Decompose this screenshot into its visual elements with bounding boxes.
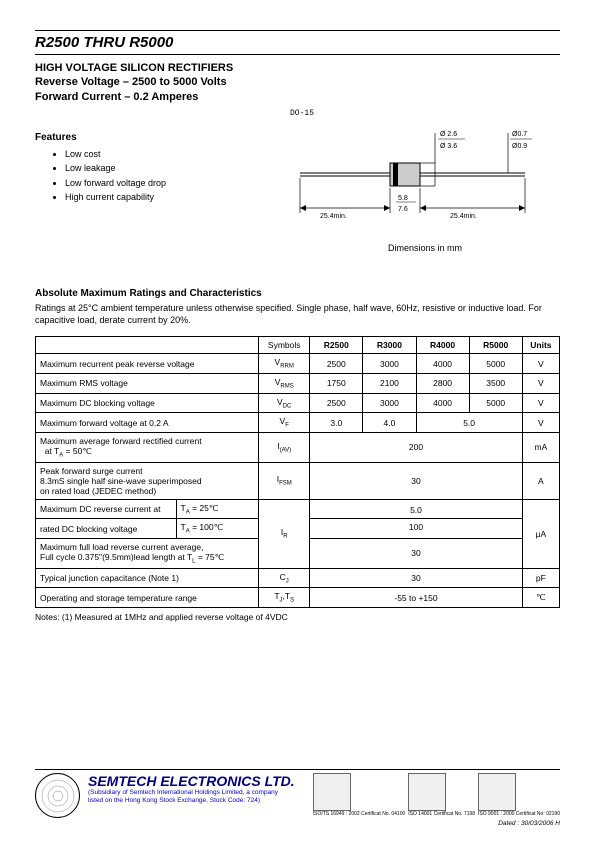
- svg-text:Ø0.7: Ø0.7: [512, 131, 527, 138]
- ratings-heading: Absolute Maximum Ratings and Characteris…: [35, 288, 560, 299]
- feature-item: Low forward voltage drop: [65, 176, 290, 190]
- subtitle-2: Reverse Voltage – 2500 to 5000 Volts: [35, 75, 560, 89]
- table-row: Peak forward surge current8.3mS single h…: [36, 462, 560, 499]
- feature-item: Low cost: [65, 147, 290, 161]
- table-row: Maximum recurrent peak reverse voltage V…: [36, 354, 560, 374]
- subtitle-block: HIGH VOLTAGE SILICON RECTIFIERS Reverse …: [35, 61, 560, 104]
- dated: Dated : 30/03/2006 H: [35, 820, 560, 827]
- svg-text:Ø0.9: Ø0.9: [512, 143, 527, 150]
- svg-text:Ø 2.6: Ø 2.6: [440, 131, 457, 138]
- table-row: Operating and storage temperature range …: [36, 588, 560, 608]
- notes: Notes: (1) Measured at 1MHz and applied …: [35, 612, 560, 622]
- package-label: DO-15: [290, 109, 560, 118]
- subtitle-1: HIGH VOLTAGE SILICON RECTIFIERS: [35, 61, 560, 75]
- company-name: SEMTECH ELECTRONICS LTD.: [88, 773, 295, 789]
- dimensions-caption: Dimensions in mm: [290, 243, 560, 253]
- svg-text:Ø 3.6: Ø 3.6: [440, 143, 457, 150]
- col-r3000: R3000: [363, 337, 416, 354]
- table-row: Maximum DC blocking voltage VDC 2500 300…: [36, 393, 560, 413]
- svg-text:5.8: 5.8: [398, 195, 408, 202]
- svg-text:7.6: 7.6: [398, 206, 408, 213]
- page-title: R2500 THRU R5000: [35, 34, 560, 51]
- cert-icon: [313, 773, 351, 811]
- table-row: Maximum DC reverse current at TA = 25℃ r…: [36, 499, 560, 538]
- cert-icon: [408, 773, 446, 811]
- table-row: Maximum forward voltage at 0.2 A VF 3.0 …: [36, 413, 560, 433]
- table-row: Maximum average forward rectified curren…: [36, 432, 560, 462]
- col-r5000: R5000: [469, 337, 522, 354]
- ratings-table: Symbols R2500 R3000 R4000 R5000 Units Ma…: [35, 336, 560, 608]
- cert-logos: ISO/TS 16949 : 2002 Certificat No. 04100…: [313, 773, 560, 818]
- company-logo: [35, 773, 80, 818]
- table-row: Typical junction capacitance (Note 1) CJ…: [36, 568, 560, 588]
- table-row: Maximum RMS voltage VRMS 1750 2100 2800 …: [36, 373, 560, 393]
- cert-icon: [478, 773, 516, 811]
- company-sub1: (Subsidiary of Semtech International Hol…: [88, 789, 295, 797]
- col-units: Units: [522, 337, 559, 354]
- svg-text:25.4min.: 25.4min.: [320, 213, 347, 220]
- company-sub2: listed on the Hong Kong Stock Exchange, …: [88, 797, 295, 805]
- col-symbols: Symbols: [259, 337, 310, 354]
- features-heading: Features: [35, 132, 290, 143]
- footer: SEMTECH ELECTRONICS LTD. (Subsidiary of …: [35, 769, 560, 827]
- col-r2500: R2500: [310, 337, 363, 354]
- feature-item: Low leakage: [65, 161, 290, 175]
- ratings-intro: Ratings at 25°C ambient temperature unle…: [35, 302, 560, 326]
- feature-item: High current capability: [65, 190, 290, 204]
- svg-text:25.4min.: 25.4min.: [450, 213, 477, 220]
- package-diagram: Ø 2.6 Ø 3.6 Ø0.7 Ø0.9 25.4min. 5.8 7.6: [290, 118, 540, 233]
- col-r4000: R4000: [416, 337, 469, 354]
- subtitle-3: Forward Current – 0.2 Amperes: [35, 90, 560, 104]
- features-list: Low cost Low leakage Low forward voltage…: [35, 147, 290, 205]
